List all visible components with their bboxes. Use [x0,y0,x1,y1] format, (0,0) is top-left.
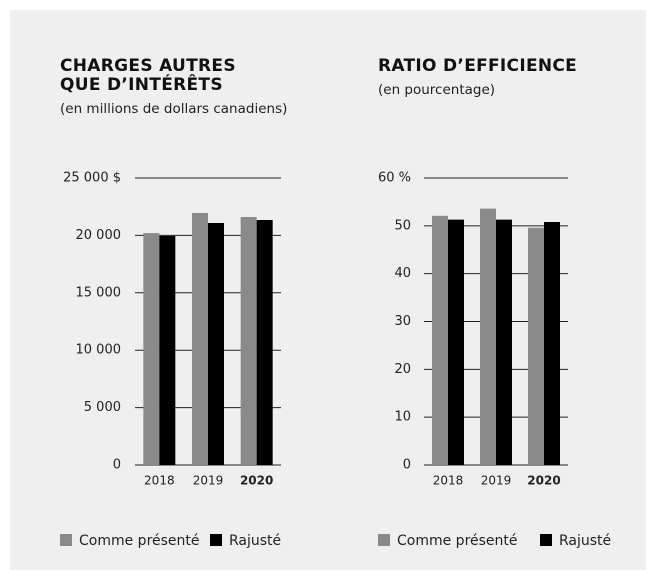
y-tick-label: 15 000 [76,285,122,300]
bar [480,208,496,465]
legend-swatch [540,534,552,546]
bar [240,217,257,465]
y-tick-label: 10 000 [76,343,122,358]
y-tick-label: 20 [394,362,411,377]
y-tick-label: 30 [394,314,411,329]
y-tick-label: 50 [394,218,411,233]
y-tick-label: 10 [394,410,411,425]
chart-subtitle: (en millions de dollars canadiens) [60,101,288,117]
bar [143,233,160,465]
bar [496,219,512,465]
y-tick-label: 60 % [378,171,411,186]
bar [528,227,544,465]
legend-swatch [60,534,72,546]
chart-title: RATIO D’EFFICIENCE [378,56,578,76]
bar [448,219,464,465]
legend-label: Comme présenté [79,533,200,549]
legend-swatch [378,534,390,546]
bar [256,220,273,465]
bar [192,213,208,465]
bar [432,215,448,465]
bar [159,235,176,465]
legend-label: Rajusté [559,533,611,549]
y-tick-label: 40 [394,266,411,281]
x-tick-label: 2020 [527,474,560,488]
y-tick-label: 5 000 [84,400,121,415]
y-tick-label: 0 [113,458,121,473]
y-tick-label: 20 000 [76,228,122,243]
x-tick-label: 2019 [193,474,224,488]
x-tick-label: 2018 [433,474,464,488]
x-tick-label: 2019 [481,474,512,488]
legend-label: Comme présenté [397,533,518,549]
bar [208,223,224,465]
y-tick-label: 0 [403,458,411,473]
legend-label: Rajusté [229,533,281,549]
legend-swatch [210,534,222,546]
x-tick-label: 2020 [240,474,273,488]
chart-subtitle: (en pourcentage) [378,82,496,98]
y-tick-label: 25 000 $ [63,171,121,186]
bar [544,222,560,465]
chart-title: CHARGES AUTRES QUE D’INTÉRÊTS [60,56,236,95]
x-tick-label: 2018 [144,474,175,488]
